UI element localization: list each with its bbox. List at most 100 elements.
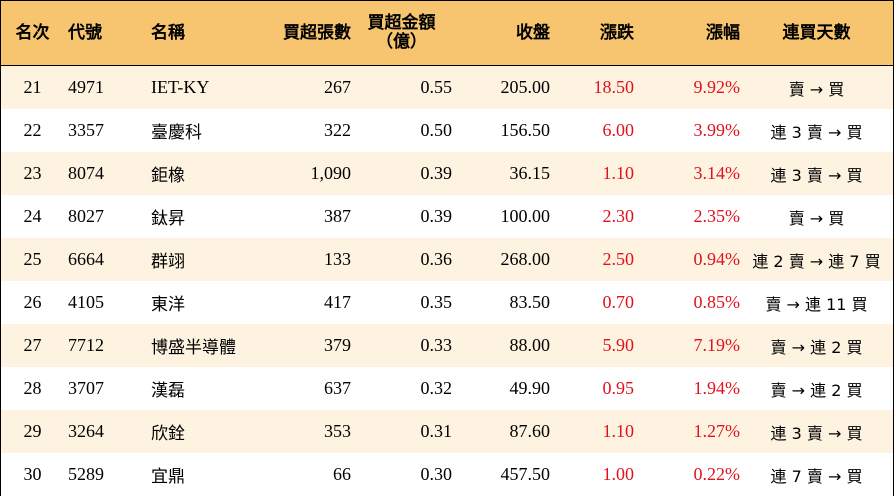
cell-close: 457.50 bbox=[452, 453, 550, 496]
cell-streak: 賣 → 連 2 買 bbox=[740, 324, 893, 367]
cell-streak: 連 3 賣 → 買 bbox=[740, 152, 893, 195]
cell-rank: 28 bbox=[1, 367, 64, 410]
table-header: 名次 代號 名稱 買超張數 買超金額 （億） 收盤 漲跌 漲幅 連買天數 bbox=[1, 1, 893, 66]
cell-name: 欣銓 bbox=[135, 410, 260, 453]
cell-close: 205.00 bbox=[452, 65, 550, 109]
header-change-pct: 漲幅 bbox=[642, 1, 740, 66]
cell-name: 鈦昇 bbox=[135, 195, 260, 238]
cell-change: 6.00 bbox=[550, 109, 642, 152]
cell-close: 36.15 bbox=[452, 152, 550, 195]
cell-name: IET-KY bbox=[135, 65, 260, 109]
cell-streak: 連 7 賣 → 買 bbox=[740, 453, 893, 496]
table-row: 28 3707 漢磊 637 0.32 49.90 0.95 1.94% 賣 →… bbox=[1, 367, 893, 410]
cell-streak: 連 2 賣 → 連 7 買 bbox=[740, 238, 893, 281]
table-body: 21 4971 IET-KY 267 0.55 205.00 18.50 9.9… bbox=[1, 65, 893, 496]
cell-name: 鉅橡 bbox=[135, 152, 260, 195]
cell-close: 88.00 bbox=[452, 324, 550, 367]
cell-change: 2.30 bbox=[550, 195, 642, 238]
cell-code: 5289 bbox=[64, 453, 135, 496]
cell-name: 臺慶科 bbox=[135, 109, 260, 152]
cell-change-pct: 3.14% bbox=[642, 152, 740, 195]
cell-code: 3707 bbox=[64, 367, 135, 410]
cell-change-pct: 2.35% bbox=[642, 195, 740, 238]
cell-streak: 賣 → 連 2 買 bbox=[740, 367, 893, 410]
cell-name: 群翊 bbox=[135, 238, 260, 281]
cell-close: 49.90 bbox=[452, 367, 550, 410]
cell-change: 0.70 bbox=[550, 281, 642, 324]
table-row: 23 8074 鉅橡 1,090 0.39 36.15 1.10 3.14% 連… bbox=[1, 152, 893, 195]
cell-change: 5.90 bbox=[550, 324, 642, 367]
header-rank: 名次 bbox=[1, 1, 64, 66]
cell-code: 3264 bbox=[64, 410, 135, 453]
cell-code: 4971 bbox=[64, 65, 135, 109]
cell-change-pct: 0.22% bbox=[642, 453, 740, 496]
table-row: 26 4105 東洋 417 0.35 83.50 0.70 0.85% 賣 →… bbox=[1, 281, 893, 324]
cell-change-pct: 7.19% bbox=[642, 324, 740, 367]
cell-name: 宜鼎 bbox=[135, 453, 260, 496]
cell-change: 18.50 bbox=[550, 65, 642, 109]
cell-change: 1.10 bbox=[550, 410, 642, 453]
cell-amount: 0.31 bbox=[351, 410, 452, 453]
cell-amount: 0.55 bbox=[351, 65, 452, 109]
cell-change-pct: 3.99% bbox=[642, 109, 740, 152]
table-row: 24 8027 鈦昇 387 0.39 100.00 2.30 2.35% 賣 … bbox=[1, 195, 893, 238]
cell-code: 8074 bbox=[64, 152, 135, 195]
cell-code: 6664 bbox=[64, 238, 135, 281]
cell-change: 0.95 bbox=[550, 367, 642, 410]
header-net-buy-amount-unit: （億） bbox=[376, 32, 427, 52]
cell-streak: 賣 → 連 11 買 bbox=[740, 281, 893, 324]
cell-code: 3357 bbox=[64, 109, 135, 152]
cell-code: 7712 bbox=[64, 324, 135, 367]
cell-amount: 0.36 bbox=[351, 238, 452, 281]
cell-close: 100.00 bbox=[452, 195, 550, 238]
header-net-buy-lots: 買超張數 bbox=[260, 1, 351, 66]
cell-name: 漢磊 bbox=[135, 367, 260, 410]
header-change: 漲跌 bbox=[550, 1, 642, 66]
cell-rank: 23 bbox=[1, 152, 64, 195]
cell-change-pct: 9.92% bbox=[642, 65, 740, 109]
cell-lots: 66 bbox=[260, 453, 351, 496]
cell-rank: 25 bbox=[1, 238, 64, 281]
cell-streak: 連 3 賣 → 買 bbox=[740, 410, 893, 453]
cell-amount: 0.35 bbox=[351, 281, 452, 324]
cell-rank: 27 bbox=[1, 324, 64, 367]
cell-rank: 24 bbox=[1, 195, 64, 238]
header-net-buy-amount-label: 買超金額 bbox=[367, 13, 436, 33]
table-row: 29 3264 欣銓 353 0.31 87.60 1.10 1.27% 連 3… bbox=[1, 410, 893, 453]
cell-name: 東洋 bbox=[135, 281, 260, 324]
cell-close: 87.60 bbox=[452, 410, 550, 453]
table-row: 27 7712 博盛半導體 379 0.33 88.00 5.90 7.19% … bbox=[1, 324, 893, 367]
cell-lots: 353 bbox=[260, 410, 351, 453]
cell-lots: 379 bbox=[260, 324, 351, 367]
cell-change: 1.00 bbox=[550, 453, 642, 496]
cell-rank: 26 bbox=[1, 281, 64, 324]
cell-amount: 0.33 bbox=[351, 324, 452, 367]
cell-lots: 133 bbox=[260, 238, 351, 281]
cell-close: 83.50 bbox=[452, 281, 550, 324]
cell-rank: 21 bbox=[1, 65, 64, 109]
cell-change: 2.50 bbox=[550, 238, 642, 281]
cell-rank: 30 bbox=[1, 453, 64, 496]
cell-change-pct: 0.94% bbox=[642, 238, 740, 281]
header-code: 代號 bbox=[64, 1, 135, 66]
cell-change-pct: 0.85% bbox=[642, 281, 740, 324]
cell-code: 4105 bbox=[64, 281, 135, 324]
table-row: 21 4971 IET-KY 267 0.55 205.00 18.50 9.9… bbox=[1, 65, 893, 109]
header-close: 收盤 bbox=[452, 1, 550, 66]
cell-amount: 0.50 bbox=[351, 109, 452, 152]
table-row: 22 3357 臺慶科 322 0.50 156.50 6.00 3.99% 連… bbox=[1, 109, 893, 152]
cell-streak: 連 3 賣 → 買 bbox=[740, 109, 893, 152]
cell-change: 1.10 bbox=[550, 152, 642, 195]
cell-change-pct: 1.94% bbox=[642, 367, 740, 410]
cell-close: 156.50 bbox=[452, 109, 550, 152]
cell-rank: 22 bbox=[1, 109, 64, 152]
cell-amount: 0.39 bbox=[351, 152, 452, 195]
cell-lots: 267 bbox=[260, 65, 351, 109]
table-row: 30 5289 宜鼎 66 0.30 457.50 1.00 0.22% 連 7… bbox=[1, 453, 893, 496]
cell-amount: 0.30 bbox=[351, 453, 452, 496]
cell-rank: 29 bbox=[1, 410, 64, 453]
cell-lots: 637 bbox=[260, 367, 351, 410]
header-streak: 連買天數 bbox=[740, 1, 893, 66]
